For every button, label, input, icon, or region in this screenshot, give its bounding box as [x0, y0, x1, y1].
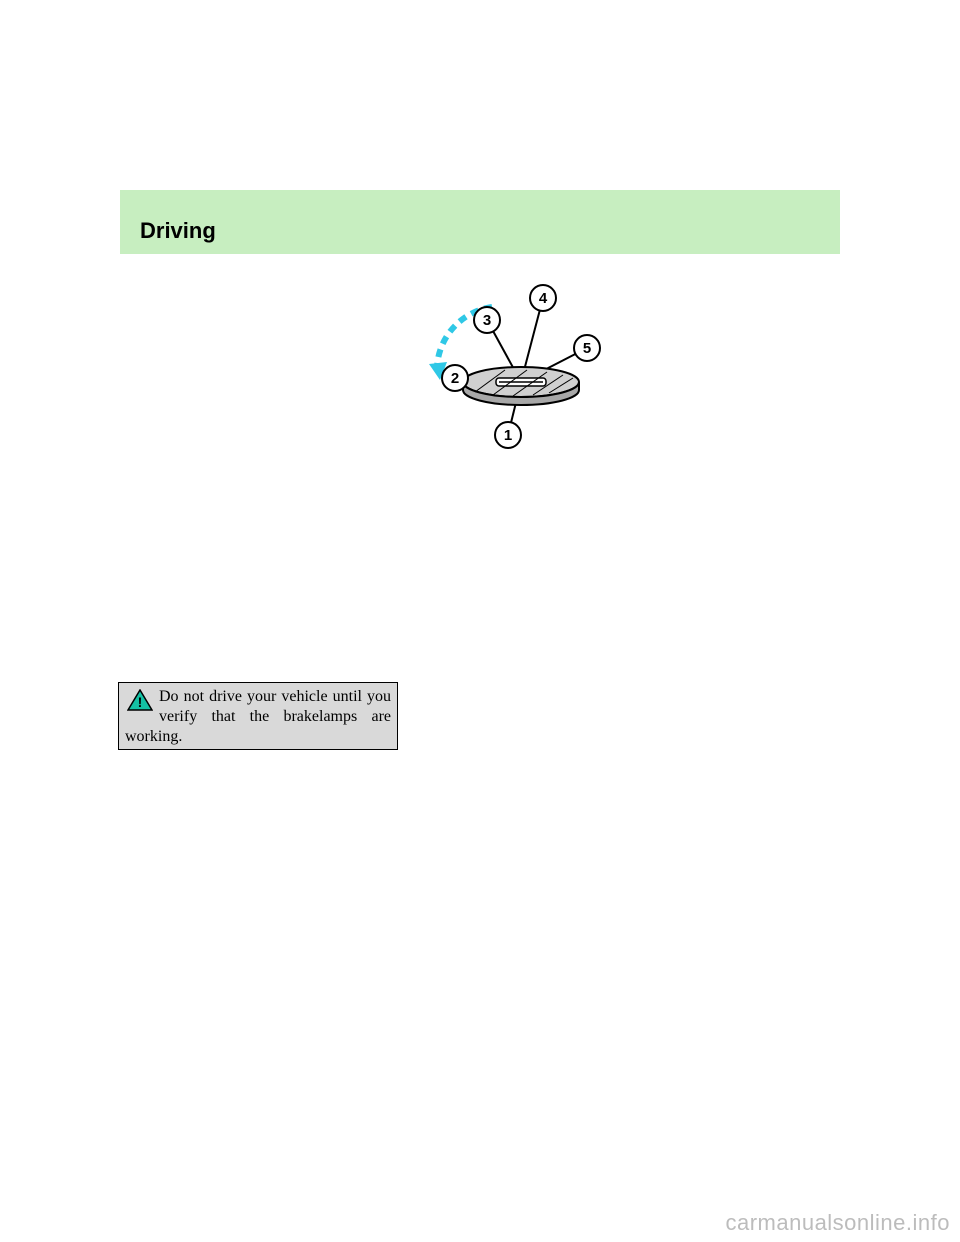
position-label-2: 2	[442, 365, 468, 391]
position-label-3: 3	[474, 307, 500, 333]
ignition-diagram-svg: 1 2 3 4 5	[395, 280, 625, 460]
warning-box: ! Do not drive your vehicle until you ve…	[118, 682, 398, 750]
watermark: carmanualsonline.info	[725, 1210, 950, 1236]
position-label-1-text: 1	[504, 427, 512, 444]
warning-text: Do not drive your vehicle until you veri…	[125, 688, 391, 745]
section-header: Driving	[120, 190, 840, 254]
position-label-4-text: 4	[539, 290, 548, 307]
warning-icon: !	[127, 689, 153, 711]
position-label-5-text: 5	[583, 340, 591, 357]
position-label-5: 5	[574, 335, 600, 361]
position-label-4: 4	[530, 285, 556, 311]
position-label-1: 1	[495, 422, 521, 448]
page: Driving	[0, 0, 960, 1242]
warning-icon-mark: !	[138, 694, 143, 710]
position-label-2-text: 2	[451, 370, 459, 387]
position-label-3-text: 3	[483, 312, 491, 329]
section-title: Driving	[140, 218, 216, 244]
ignition-diagram: 1 2 3 4 5	[395, 280, 625, 460]
